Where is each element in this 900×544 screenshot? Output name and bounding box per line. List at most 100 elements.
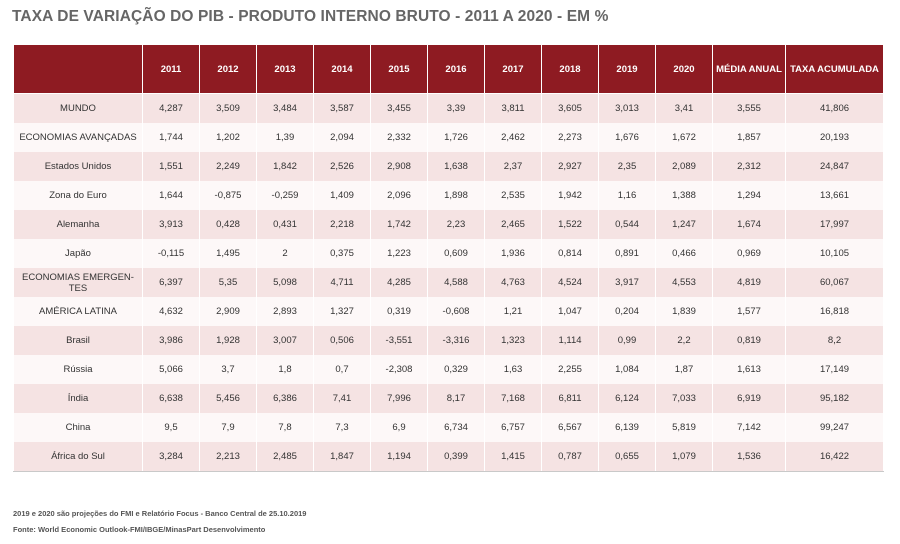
value-cell: 1,294 bbox=[712, 181, 786, 210]
value-cell: 2,909 bbox=[199, 297, 257, 326]
value-cell: 4,632 bbox=[142, 297, 200, 326]
value-cell: 41,806 bbox=[785, 93, 884, 123]
value-cell: 1,084 bbox=[598, 355, 656, 384]
value-cell: 1,942 bbox=[541, 181, 599, 210]
value-cell: 0,431 bbox=[256, 210, 314, 239]
value-cell: -0,875 bbox=[199, 181, 257, 210]
value-cell: 10,105 bbox=[785, 239, 884, 268]
table-row: Rússia 5,066 3,7 1,8 0,7 -2,308 0,329 1,63 2,255… bbox=[13, 355, 884, 384]
value-cell: 3,013 bbox=[598, 93, 656, 123]
value-cell: 1,839 bbox=[655, 297, 713, 326]
value-cell: 3,41 bbox=[655, 93, 713, 123]
value-cell: 1,327 bbox=[313, 297, 371, 326]
row-label-cell: Zona do Euro bbox=[13, 181, 143, 210]
table-row: África do Sul 3,284 2,213 2,485 1,847 1,194 0,… bbox=[13, 442, 884, 472]
value-cell: 3,587 bbox=[313, 93, 371, 123]
value-cell: 1,936 bbox=[484, 239, 542, 268]
value-cell: 6,397 bbox=[142, 268, 200, 297]
value-cell: 3,284 bbox=[142, 442, 200, 472]
value-cell: 1,8 bbox=[256, 355, 314, 384]
projection-note: 2019 e 2020 são projeções do FMI e Relat… bbox=[13, 509, 307, 518]
value-cell: 6,734 bbox=[427, 413, 485, 442]
value-cell: 1,577 bbox=[712, 297, 786, 326]
value-cell: -3,551 bbox=[370, 326, 428, 355]
value-cell: 1,21 bbox=[484, 297, 542, 326]
value-cell: 2,089 bbox=[655, 152, 713, 181]
row-label-cell: ECONOMIAS AVANÇADAS bbox=[13, 123, 143, 152]
value-cell: 0,891 bbox=[598, 239, 656, 268]
value-cell: 1,39 bbox=[256, 123, 314, 152]
value-cell: 7,9 bbox=[199, 413, 257, 442]
header-cell: 2012 bbox=[199, 44, 257, 94]
value-cell: 5,098 bbox=[256, 268, 314, 297]
row-label-cell: ECONOMIAS EMERGEN-TES bbox=[13, 268, 143, 297]
gdp-table: 2011 2012 2013 2014 2015 2016 2017 2018 2019 2020… bbox=[13, 44, 884, 472]
value-cell: 1,857 bbox=[712, 123, 786, 152]
value-cell: 6,386 bbox=[256, 384, 314, 413]
value-cell: 13,661 bbox=[785, 181, 884, 210]
header-cell: 2013 bbox=[256, 44, 314, 94]
row-label-cell: Rússia bbox=[13, 355, 143, 384]
value-cell: 1,928 bbox=[199, 326, 257, 355]
value-cell: 0,375 bbox=[313, 239, 371, 268]
value-cell: 8,2 bbox=[785, 326, 884, 355]
value-cell: -0,608 bbox=[427, 297, 485, 326]
value-cell: 0,609 bbox=[427, 239, 485, 268]
value-cell: 1,194 bbox=[370, 442, 428, 472]
value-cell: 0,655 bbox=[598, 442, 656, 472]
value-cell: 1,495 bbox=[199, 239, 257, 268]
value-cell: 16,422 bbox=[785, 442, 884, 472]
value-cell: 3,913 bbox=[142, 210, 200, 239]
value-cell: 2,2 bbox=[655, 326, 713, 355]
value-cell: 4,819 bbox=[712, 268, 786, 297]
value-cell: 2,893 bbox=[256, 297, 314, 326]
value-cell: 5,35 bbox=[199, 268, 257, 297]
table-row: Japão -0,115 1,495 2 0,375 1,223 0,609 1,936 0,8… bbox=[13, 239, 884, 268]
value-cell: 0,814 bbox=[541, 239, 599, 268]
value-cell: 1,522 bbox=[541, 210, 599, 239]
value-cell: 3,986 bbox=[142, 326, 200, 355]
value-cell: 4,711 bbox=[313, 268, 371, 297]
value-cell: 0,7 bbox=[313, 355, 371, 384]
value-cell: 1,047 bbox=[541, 297, 599, 326]
value-cell: 1,87 bbox=[655, 355, 713, 384]
value-cell: 1,388 bbox=[655, 181, 713, 210]
value-cell: 5,819 bbox=[655, 413, 713, 442]
value-cell: 2,908 bbox=[370, 152, 428, 181]
value-cell: 2,273 bbox=[541, 123, 599, 152]
value-cell: 3,007 bbox=[256, 326, 314, 355]
value-cell: -0,259 bbox=[256, 181, 314, 210]
value-cell: 17,997 bbox=[785, 210, 884, 239]
value-cell: 2,249 bbox=[199, 152, 257, 181]
header-cell: 2015 bbox=[370, 44, 428, 94]
value-cell: 60,067 bbox=[785, 268, 884, 297]
value-cell: 4,553 bbox=[655, 268, 713, 297]
value-cell: 0,506 bbox=[313, 326, 371, 355]
value-cell: 2,462 bbox=[484, 123, 542, 152]
row-label-cell: Alemanha bbox=[13, 210, 143, 239]
value-cell: 1,409 bbox=[313, 181, 371, 210]
value-cell: 4,588 bbox=[427, 268, 485, 297]
value-cell: 20,193 bbox=[785, 123, 884, 152]
row-label-cell: China bbox=[13, 413, 143, 442]
value-cell: 1,613 bbox=[712, 355, 786, 384]
row-label-cell: Índia bbox=[13, 384, 143, 413]
value-cell: 1,63 bbox=[484, 355, 542, 384]
value-cell: 4,763 bbox=[484, 268, 542, 297]
value-cell: 2,332 bbox=[370, 123, 428, 152]
value-cell: 2,465 bbox=[484, 210, 542, 239]
value-cell: 6,757 bbox=[484, 413, 542, 442]
value-cell: 0,428 bbox=[199, 210, 257, 239]
value-cell: 6,124 bbox=[598, 384, 656, 413]
header-cell: 2018 bbox=[541, 44, 599, 94]
table-row: Zona do Euro 1,644 -0,875 -0,259 1,409 2,096 1… bbox=[13, 181, 884, 210]
value-cell: 3,917 bbox=[598, 268, 656, 297]
table-row: China 9,5 7,9 7,8 7,3 6,9 6,734 6,757 6,567 6,139… bbox=[13, 413, 884, 442]
row-label-cell: África do Sul bbox=[13, 442, 143, 472]
value-cell: 0,544 bbox=[598, 210, 656, 239]
value-cell: 0,204 bbox=[598, 297, 656, 326]
header-cell: 2019 bbox=[598, 44, 656, 94]
value-cell: 99,247 bbox=[785, 413, 884, 442]
value-cell: 2,23 bbox=[427, 210, 485, 239]
value-cell: 1,898 bbox=[427, 181, 485, 210]
